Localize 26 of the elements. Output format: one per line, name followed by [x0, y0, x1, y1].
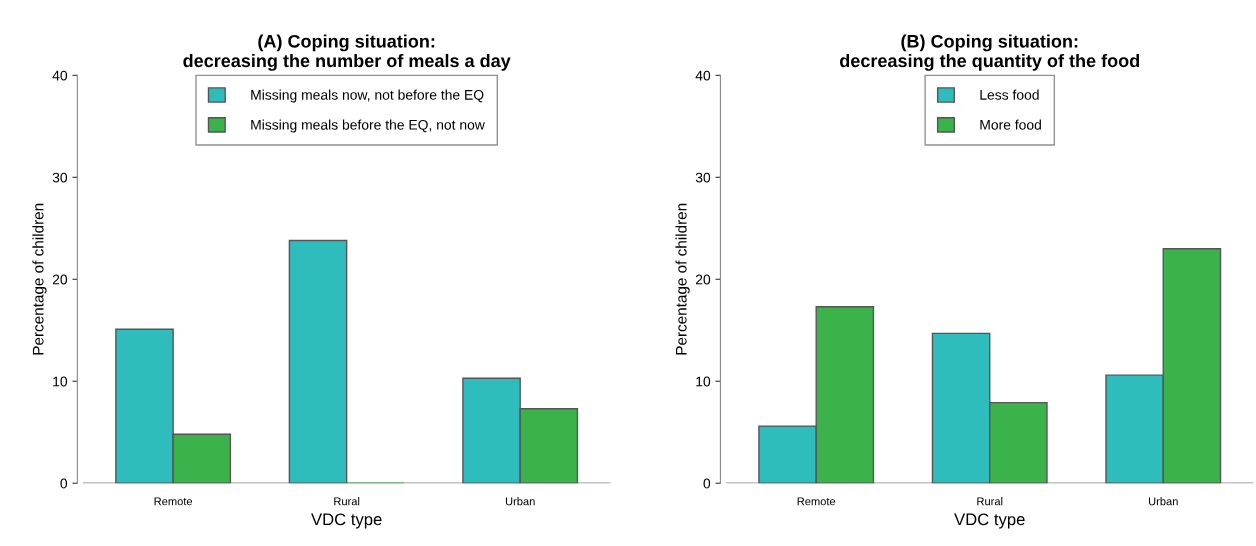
- legend-label: Less food: [980, 89, 1039, 100]
- legend-label: Missing meals now, not before the EQ: [251, 89, 484, 103]
- x-tick-label: Rural: [977, 497, 1003, 506]
- x-tick-label: Rural: [334, 497, 360, 506]
- x-tick-label: Urban: [1148, 497, 1178, 506]
- x-tick-label: Urban: [505, 497, 535, 506]
- y-tick-label: 20: [695, 274, 711, 285]
- x-axis-title: VDC type: [311, 513, 382, 529]
- y-tick-label: 20: [52, 274, 68, 285]
- legend-label: More food: [980, 119, 1041, 130]
- x-tick-label: Remote: [797, 497, 836, 506]
- y-tick-label: 30: [695, 172, 711, 183]
- y-tick-label: 30: [52, 172, 68, 183]
- y-tick-label: 10: [696, 376, 711, 387]
- y-axis-title: Percentage of children: [32, 203, 47, 355]
- y-axis-title: Percentage of children: [675, 203, 690, 355]
- y-tick-label: 40: [695, 70, 711, 81]
- chart-title: (B) Coping situation: decreasing the quantity of the food: [840, 34, 1140, 71]
- x-axis-title: VDC type: [954, 513, 1025, 529]
- x-tick-label: Remote: [154, 497, 193, 506]
- y-tick-label: 0: [703, 478, 711, 489]
- legend-label: Missing meals before the EQ, not now: [251, 119, 485, 133]
- y-tick-label: 10: [53, 376, 68, 387]
- y-tick-label: 0: [60, 478, 68, 489]
- chart-title: (A) Coping situation: decreasing the number of meals a day: [183, 34, 511, 71]
- y-tick-label: 40: [52, 70, 68, 81]
